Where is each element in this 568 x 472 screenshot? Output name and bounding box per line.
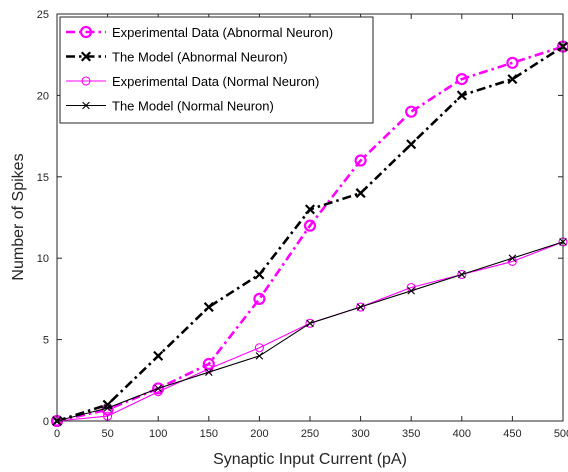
legend-item-1: Experimental Data (Abnormal Neuron)	[66, 25, 333, 40]
data-point-2-7	[355, 188, 366, 199]
axes-layer: 0 50 100 150 200 250 300 350 400 450 500 0 5 10 15 20 25	[37, 9, 568, 440]
data-point-1-9	[455, 73, 468, 86]
legend-marker-2	[80, 51, 92, 62]
legend-box	[59, 16, 374, 124]
data-point-4-6	[306, 319, 314, 328]
data-point-3-5	[254, 343, 264, 353]
y-tick-label-1: 0	[43, 416, 49, 428]
data-point-2-10	[507, 74, 518, 85]
data-point-2-3	[153, 350, 164, 361]
x-tick-label-10: 450	[503, 428, 521, 440]
series-group-4	[53, 238, 567, 425]
x-tick-label-1: 0	[54, 428, 60, 440]
data-point-4-3	[154, 384, 162, 393]
data-point-1-3	[152, 382, 165, 395]
data-point-3-9	[457, 269, 467, 280]
data-point-2-4	[203, 302, 214, 313]
x-tick-label-6: 250	[301, 428, 319, 440]
data-point-4-8	[407, 286, 415, 295]
data-point-4-9	[458, 270, 466, 279]
data-point-4-10	[508, 254, 517, 262]
series-line-1	[56, 45, 564, 423]
x-tick-label-3: 100	[149, 428, 167, 440]
data-point-4-4	[205, 368, 213, 376]
y-tick-label-5: 20	[37, 90, 49, 102]
x-tick-label-7: 300	[351, 428, 369, 440]
data-point-2-9	[456, 90, 467, 101]
legend-marker-4	[82, 101, 90, 110]
data-point-1-5	[253, 292, 266, 305]
legend: Experimental Data (Abnormal Neuron) The M…	[59, 16, 374, 124]
x-tick-label-8: 350	[402, 428, 420, 440]
data-point-1-7	[354, 154, 367, 167]
data-point-2-2	[102, 399, 113, 410]
x-tick-label-11: 500	[554, 428, 568, 440]
series-layer	[50, 40, 568, 428]
data-point-4-5	[255, 352, 264, 360]
data-point-1-8	[405, 105, 418, 118]
x-tick-label-4: 150	[200, 428, 218, 440]
y-tick-label-6: 25	[37, 9, 49, 21]
data-point-2-6	[304, 204, 316, 215]
data-point-3-7	[356, 302, 366, 312]
legend-marker-1	[79, 25, 93, 39]
data-point-4-2	[103, 404, 112, 412]
data-point-3-6	[305, 318, 315, 328]
legend-label-4: The Model (Normal Neuron)	[112, 99, 274, 114]
series-group-2	[51, 41, 568, 427]
data-point-1-6	[303, 219, 317, 232]
data-point-2-5	[254, 269, 265, 280]
x-tick-label-5: 200	[250, 428, 268, 440]
x-tick-label-2: 50	[101, 428, 113, 440]
legend-label-1: Experimental Data (Abnormal Neuron)	[112, 25, 333, 40]
y-tick-label-4: 15	[37, 172, 49, 184]
legend-label-3: Experimental Data (Normal Neuron)	[112, 74, 319, 89]
legend-item-4: The Model (Normal Neuron)	[66, 99, 274, 114]
y-tick-label-2: 5	[43, 335, 49, 347]
legend-item-3: Experimental Data (Normal Neuron)	[66, 74, 319, 89]
x-axis-title: Synaptic Input Current (pA)	[213, 451, 407, 468]
data-point-4-7	[356, 303, 365, 311]
legend-item-2: The Model (Abnormal Neuron)	[66, 50, 288, 65]
legend-label-2: The Model (Abnormal Neuron)	[112, 50, 288, 65]
data-point-1-10	[506, 56, 519, 69]
y-tick-label-3: 10	[37, 253, 49, 265]
y-axis-title: Number of Spikes	[10, 153, 27, 280]
legend-marker-3	[81, 76, 91, 86]
data-point-2-8	[406, 139, 417, 150]
x-tick-label-9: 400	[453, 428, 471, 440]
